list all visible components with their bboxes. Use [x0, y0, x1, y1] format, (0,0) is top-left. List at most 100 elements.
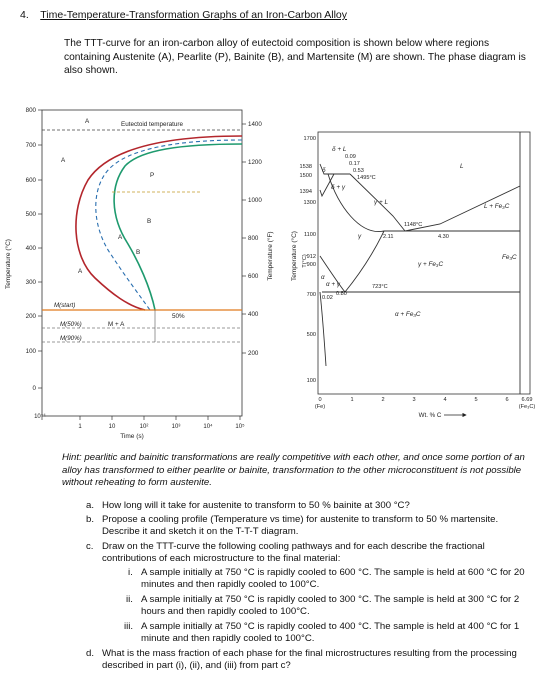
subpart-i: i. A sample initially at 750 °C is rapid…: [128, 567, 536, 592]
ttt-region-a-left: A: [61, 157, 66, 164]
phase-diagram: Temperature (°C) T(°C) 1700 1538 1500 13…: [290, 131, 536, 419]
phase-region-afe3c: α + Fe₃C: [395, 311, 421, 318]
phase-label-c211: 2.11: [383, 234, 393, 240]
eutectoid-label: Eutectoid temperature: [121, 121, 183, 128]
part-label: c.: [86, 541, 94, 552]
phase-ytick: 1700: [304, 136, 316, 142]
subpart-label: iii.: [124, 621, 134, 632]
phase-xtick: 0: [318, 397, 321, 403]
ttt-xtick: 10²: [140, 424, 149, 430]
subpart-label: i.: [128, 567, 133, 578]
ttt-ytick-f: 800: [248, 235, 259, 242]
ttt-ytick-f: 200: [248, 350, 259, 357]
ttt-ytick: 300: [26, 279, 37, 286]
ttt-ytick: 400: [26, 245, 37, 252]
phase-ylabel-axis: T(°C): [302, 254, 308, 268]
ttt-ytick-f: 1200: [248, 159, 262, 166]
subpart-ii: ii. A sample initially at 750 °C is rapi…: [126, 594, 536, 619]
phase-region-fe3c: Fe₃C: [502, 254, 517, 261]
phase-xlabel: Wt. % C: [419, 412, 442, 419]
phase-ytick: 912: [307, 254, 316, 260]
question-title-text: Time-Temperature-Transformation Graphs o…: [40, 9, 348, 21]
phase-ytick: 1394: [300, 189, 312, 195]
phase-xtick: 1: [350, 397, 353, 403]
part-d: d. What is the mass fraction of each pha…: [86, 648, 536, 673]
ttt-finish-curve: [113, 143, 243, 311]
ttt-region-a-top: A: [85, 118, 90, 125]
ttt-m90-label: M(90%): [60, 335, 82, 342]
phase-ytick: 1500: [300, 173, 312, 179]
phase-region-l: L: [460, 163, 464, 170]
ttt-ytick: 200: [26, 313, 37, 320]
part-text: What is the mass fraction of each phase …: [102, 648, 517, 672]
ttt-mstart-label: M(start): [54, 302, 75, 309]
question-title: 4. Time-Temperature-Transformation Graph…: [20, 9, 347, 21]
ttt-region-a-arrow: A: [118, 234, 123, 241]
phase-region-dl: δ + L: [332, 146, 347, 153]
phase-label-t1495: 1495°C: [357, 175, 376, 181]
ttt-region-a-mid: A: [78, 268, 83, 275]
part-text: How long will it take for austenite to t…: [102, 500, 410, 511]
ttt-ytick-f: 1000: [248, 197, 262, 204]
subpart-text: A sample initially at 750 °C is rapidly …: [141, 594, 520, 618]
phase-label-c430: 4.30: [438, 234, 449, 240]
phase-region-dg: δ + γ: [331, 184, 346, 191]
ttt-xtick: 1: [78, 424, 82, 430]
phase-ytick: 500: [307, 332, 316, 338]
ttt-region-b: B: [147, 218, 151, 225]
phase-region-d: δ: [322, 167, 326, 174]
ttt-ylabel-right: Temperature (°F): [266, 231, 274, 280]
ttt-region-pct: 50%: [172, 313, 185, 320]
ttt-xtick: 10⁻¹: [34, 414, 46, 420]
part-c: c. Draw on the TTT-curve the following c…: [86, 541, 536, 566]
ttt-ytick: 600: [26, 177, 37, 184]
question-intro: The TTT-curve for an iron-carbon alloy o…: [64, 38, 526, 77]
ttt-ytick: 800: [26, 107, 37, 114]
ttt-50pct-curve: [95, 139, 243, 311]
ttt-ytick-f: 600: [248, 273, 259, 280]
phase-xtick: 6.69: [522, 397, 533, 403]
ttt-xtick: 10: [109, 424, 116, 430]
phase-ytick: 900: [307, 262, 316, 268]
phase-region-lfe3c: L + Fe₃C: [484, 203, 510, 210]
phase-region-a: α: [321, 274, 325, 281]
phase-label-t723: 723°C: [372, 284, 388, 290]
ttt-ytick: 500: [26, 211, 37, 218]
ttt-region-b-arrow: B: [136, 249, 140, 256]
phase-ytick: 1300: [304, 200, 316, 206]
phase-region-gl: γ + L: [374, 199, 388, 206]
subpart-text: A sample initially at 750 °C is rapidly …: [141, 621, 520, 645]
ttt-ytick: 700: [26, 142, 37, 149]
part-b: b. Propose a cooling profile (Temperatur…: [86, 514, 536, 539]
phase-xtick: 5: [474, 397, 477, 403]
phase-ytick: 700: [307, 292, 316, 298]
phase-region-ag: α + γ: [326, 281, 341, 288]
ttt-region-ma: M + A: [108, 321, 125, 328]
phase-xtick-fe3c: (Fe₃C): [519, 404, 536, 410]
phase-label-c009: 0.09: [345, 154, 356, 160]
part-label: a.: [86, 500, 95, 511]
ttt-plot-frame: [41, 109, 243, 417]
figure: 800 700 600 500 400 300 200 100 0 1400 1…: [4, 107, 536, 440]
ttt-region-p: P: [150, 172, 154, 179]
phase-xtick: 2: [381, 397, 384, 403]
part-label: d.: [86, 648, 95, 659]
subpart-label: ii.: [126, 594, 133, 605]
part-text: Propose a cooling profile (Temperature v…: [102, 514, 499, 538]
phase-ytick: 1538: [300, 164, 312, 170]
part-a: a. How long will it take for austenite t…: [86, 500, 536, 512]
phase-plot-frame: [317, 131, 531, 395]
part-label: b.: [86, 514, 95, 525]
ttt-ytick-f: 400: [248, 311, 259, 318]
ttt-chart: 800 700 600 500 400 300 200 100 0 1400 1…: [4, 107, 274, 440]
phase-label-c080: 0.80: [336, 291, 347, 297]
phase-label-c002: 0.02: [322, 295, 333, 301]
phase-label-c053: 0.53: [353, 168, 364, 174]
phase-ylabel: Temperature (°C): [290, 231, 298, 281]
ttt-ytick-f: 1400: [248, 121, 262, 128]
hint-text: Hint: pearlitic and bainitic transformat…: [62, 452, 525, 489]
phase-ytick: 1100: [304, 232, 316, 238]
phase-region-gfe3c: γ + Fe₃C: [418, 261, 443, 268]
phase-xtick: 6: [505, 397, 508, 403]
ttt-ytick: 100: [26, 348, 37, 355]
